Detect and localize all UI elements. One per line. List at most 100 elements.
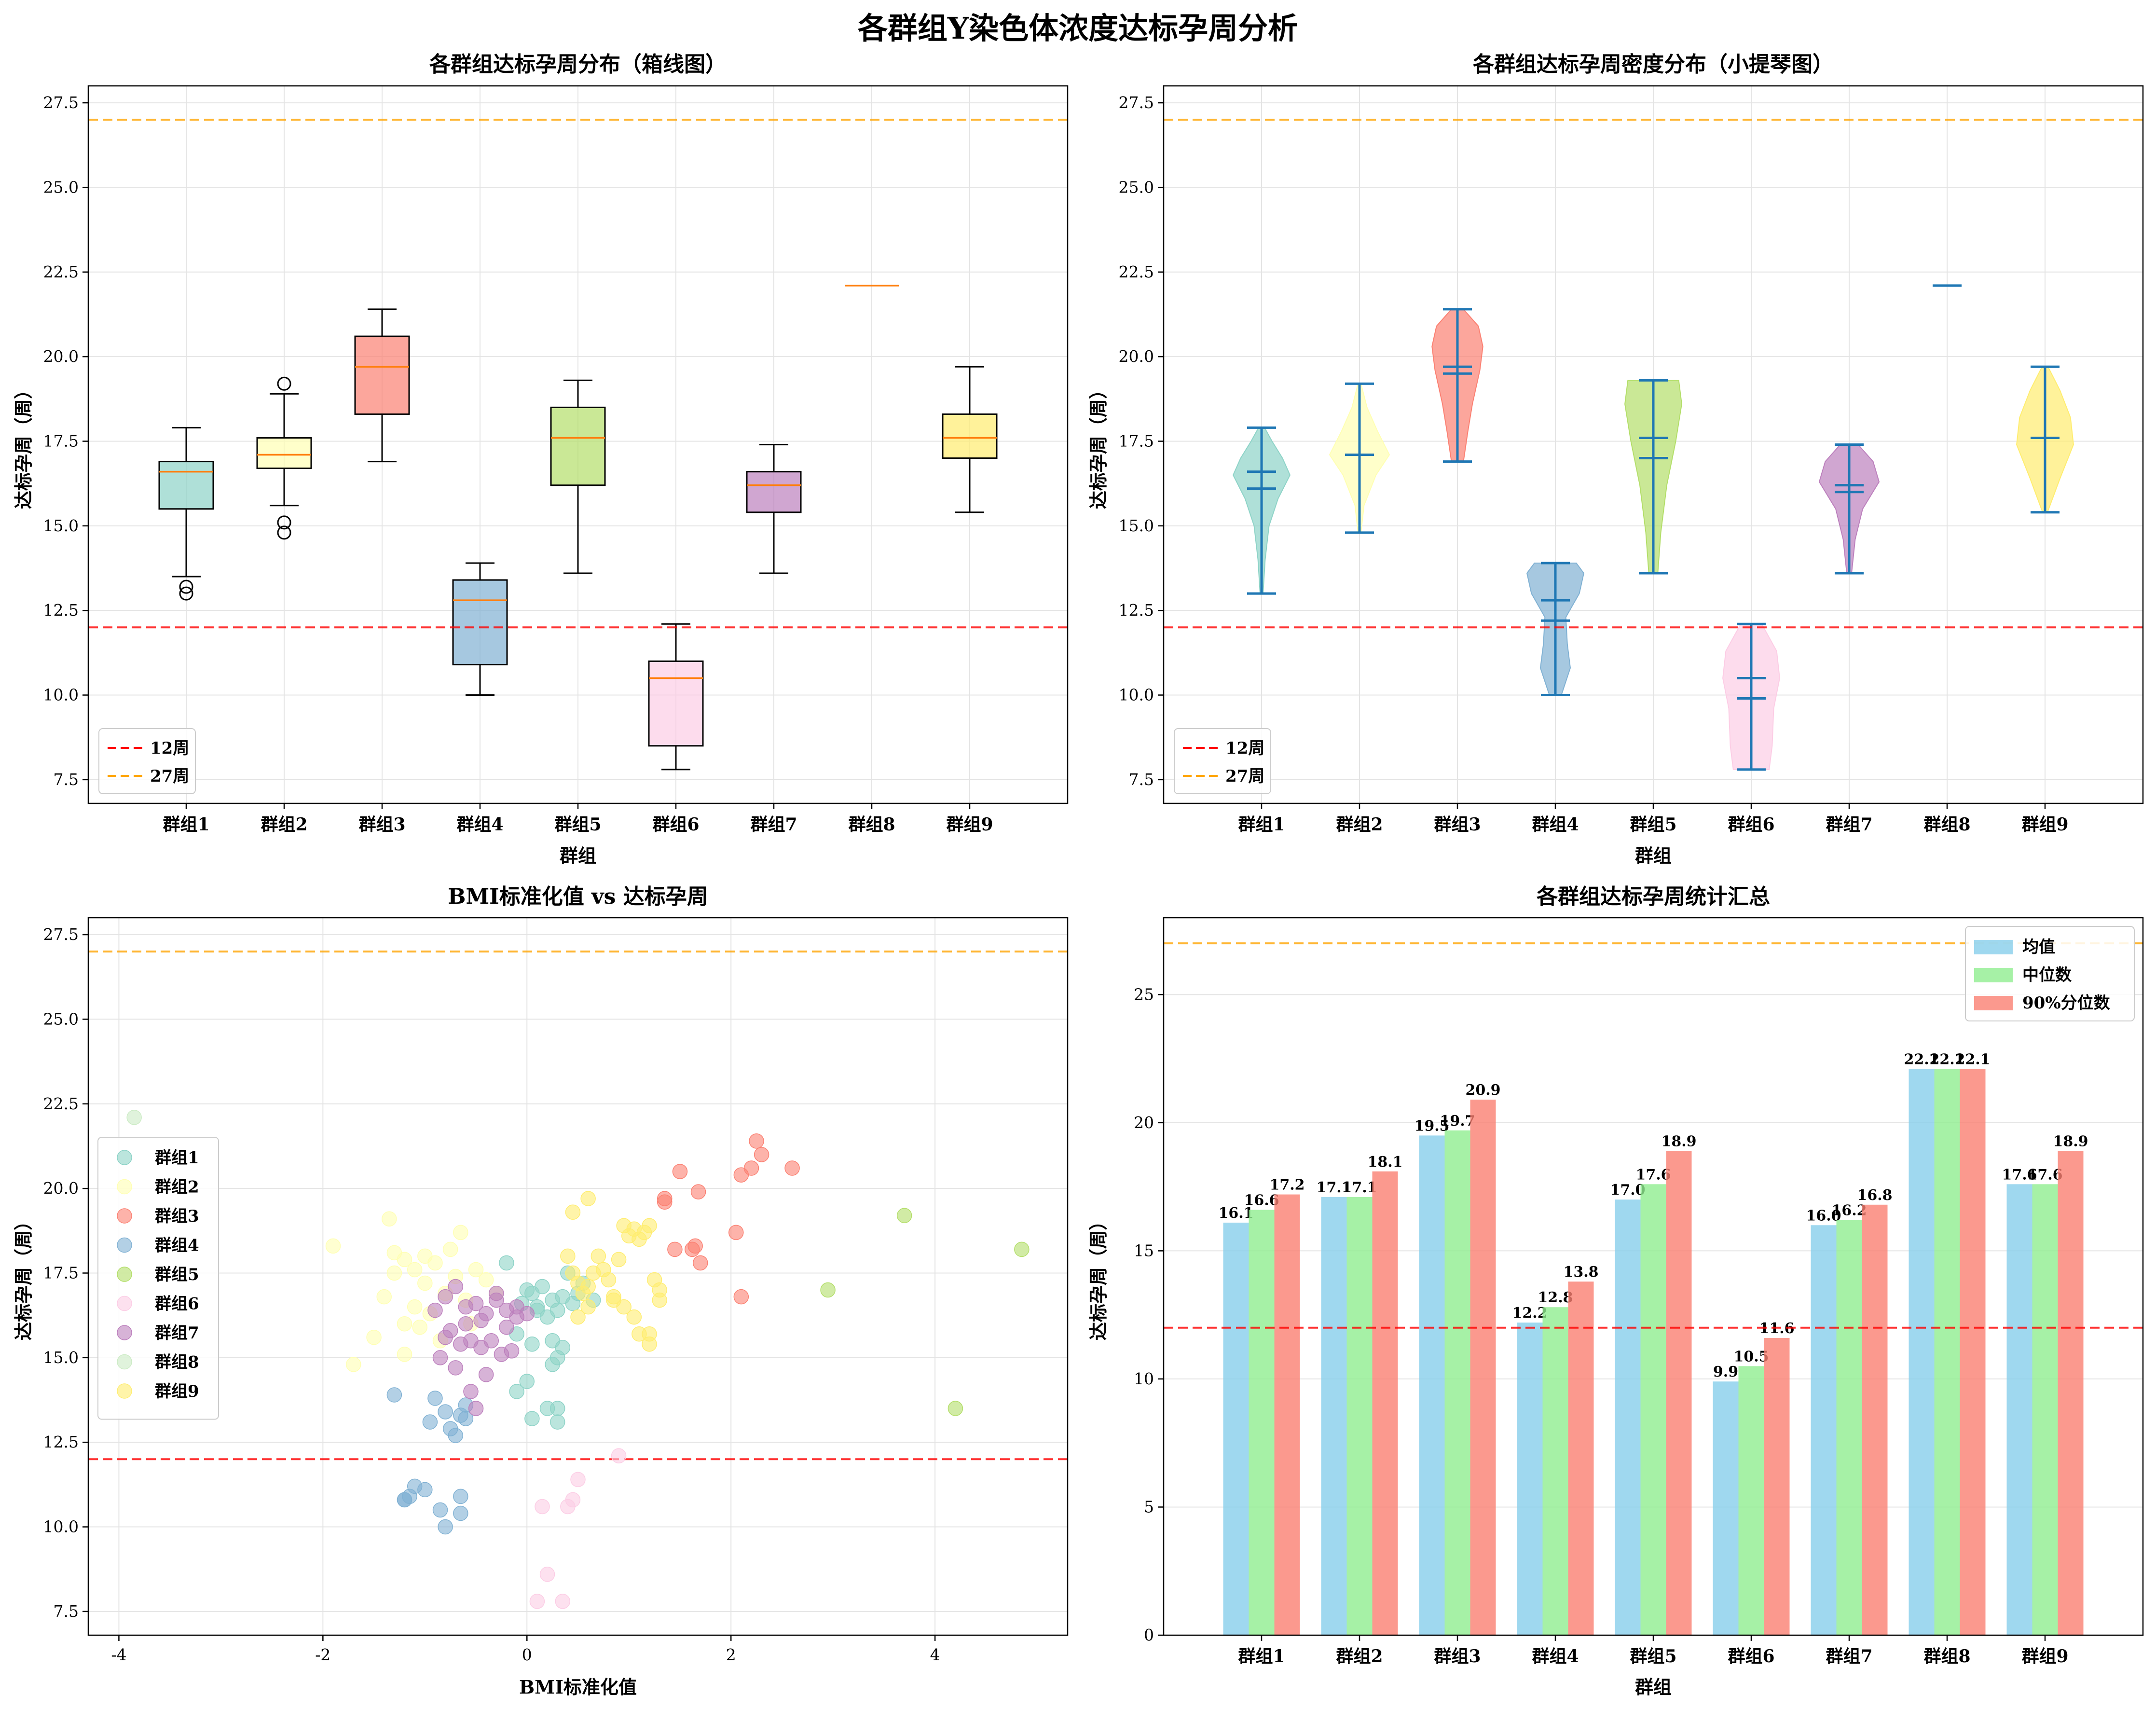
scatter-point (448, 1428, 463, 1443)
scatter-point (458, 1411, 474, 1426)
bar-value-label: 17.6 (2002, 1166, 2037, 1183)
box-body (648, 660, 704, 747)
scatter-point (519, 1282, 535, 1298)
y-tick-label: 25.0 (43, 178, 79, 196)
y-tick-label: 27.5 (43, 93, 79, 112)
x-tick-label: 群组1 (163, 814, 209, 835)
scatter-point (580, 1279, 596, 1295)
y-tick-label: 25.0 (1119, 178, 1154, 196)
x-tick-label: 群组2 (261, 814, 307, 835)
scatter-point (438, 1289, 453, 1305)
x-tick-label: 群组6 (1728, 1646, 1774, 1667)
scatter-point (570, 1472, 586, 1488)
scatter-point (346, 1357, 361, 1372)
bar-series-2: 16.6 17.1 19.7 12.8 17.6 10.5 16.2 22.1 17.6 (1244, 1051, 2063, 1635)
bar-value-label: 10.5 (1733, 1348, 1769, 1365)
scatter-point (580, 1299, 596, 1315)
y-tick-label: 7.5 (54, 770, 79, 789)
x-tick-label: 群组8 (1923, 814, 1970, 835)
scatter-point (693, 1255, 708, 1271)
box-outlier (277, 376, 291, 391)
scatter-point (667, 1241, 683, 1257)
y-tick-label: 22.5 (43, 1094, 79, 1113)
y-tick-label: 10.0 (43, 686, 79, 704)
scatter-point (412, 1319, 427, 1335)
bar-value-label: 20.9 (1465, 1082, 1500, 1099)
x-tick-label: 群组5 (1630, 814, 1676, 835)
scatter-point (529, 1594, 545, 1609)
scatter-y-axis-label: 达标孕周（周） (13, 1212, 34, 1340)
legend-marker (117, 1267, 132, 1282)
scatter-point (499, 1255, 514, 1271)
bar-value-label: 22.1 (1904, 1051, 1939, 1068)
bar-value-label: 22.1 (1929, 1051, 1964, 1068)
bar (1419, 1135, 1445, 1635)
scatter-point (489, 1285, 504, 1301)
scatter-point (397, 1316, 412, 1332)
scatter-point (606, 1292, 621, 1308)
scatter-point (427, 1302, 443, 1318)
x-tick-label: 群组8 (848, 814, 895, 835)
scatter-series-8 (126, 1110, 142, 1125)
y-tick-label: 17.5 (1119, 431, 1154, 450)
y-tick-label: 17.5 (43, 431, 79, 450)
scatter-series-5 (820, 1208, 1030, 1416)
x-tick-label: -4 (111, 1645, 126, 1664)
scatter-point (524, 1411, 540, 1426)
legend-label: 群组9 (155, 1382, 199, 1401)
plot-frame-3 (1163, 917, 2144, 1636)
bar-value-label: 16.1 (1218, 1205, 1253, 1222)
bar (1517, 1323, 1543, 1635)
scatter-point (948, 1401, 963, 1416)
box-outlier (277, 525, 291, 540)
scatter-point (463, 1384, 479, 1399)
x-tick-label: 群组4 (1532, 814, 1579, 835)
y-tick-label: 7.5 (1129, 770, 1154, 789)
x-tick-label: 群组9 (2021, 1646, 2068, 1667)
x-tick-label: 群组7 (750, 814, 797, 835)
legend-label-27: 27周 (1225, 767, 1264, 786)
bar (1615, 1199, 1641, 1635)
bar-value-label: 19.5 (1414, 1117, 1449, 1134)
scatter-point (438, 1404, 453, 1420)
bar (1249, 1210, 1275, 1635)
scatter-point (504, 1343, 520, 1359)
scatter-title: BMI标准化值 vs 达标孕周 (448, 884, 708, 909)
bar-value-label: 9.9 (1713, 1364, 1738, 1380)
x-tick-label: 群组3 (1434, 1646, 1481, 1667)
bar (1836, 1220, 1862, 1635)
violin-y-axis-label: 达标孕周（周） (1087, 381, 1109, 509)
legend-label: 群组6 (155, 1295, 199, 1314)
scatter-point (535, 1279, 550, 1295)
bar-x-axis-label: 群组 (1635, 1676, 1672, 1698)
scatter-point (690, 1184, 706, 1199)
legend-label: 群组5 (155, 1265, 199, 1284)
scatter-point (468, 1296, 484, 1311)
scatter-point (458, 1316, 474, 1332)
bar (1640, 1184, 1666, 1635)
x-tick-label: 群组9 (946, 814, 993, 835)
plot-frame-0 (87, 85, 1069, 804)
boxplot-y-axis-label: 达标孕周（周） (13, 381, 34, 509)
legend-marker (117, 1150, 132, 1165)
scatter-point (743, 1160, 759, 1176)
x-tick-label: 群组6 (652, 814, 699, 835)
scatter-point (728, 1225, 744, 1240)
x-tick-label: 群组2 (1336, 1646, 1383, 1667)
bar (1372, 1171, 1398, 1635)
x-tick-label: 群组4 (1532, 1646, 1579, 1667)
scatter-point (442, 1241, 458, 1257)
scatter-point (422, 1414, 438, 1430)
scatter-panel: BMI标准化值 vs 达标孕周 BMI标准化值 达标孕周（周） 7.5 10.0 1… (13, 884, 1069, 1698)
x-tick-label: 2 (726, 1645, 736, 1664)
scatter-point (733, 1289, 749, 1305)
scatter-point (417, 1275, 433, 1291)
bar (1346, 1197, 1373, 1635)
y-tick-label: 20.0 (1119, 347, 1154, 366)
scatter-point (820, 1282, 836, 1298)
scatter-x-axis-label: BMI标准化值 (519, 1676, 637, 1698)
bar-value-label: 17.1 (1316, 1179, 1351, 1196)
x-tick-label: 群组2 (1336, 814, 1383, 835)
legend-label: 群组3 (155, 1207, 199, 1226)
